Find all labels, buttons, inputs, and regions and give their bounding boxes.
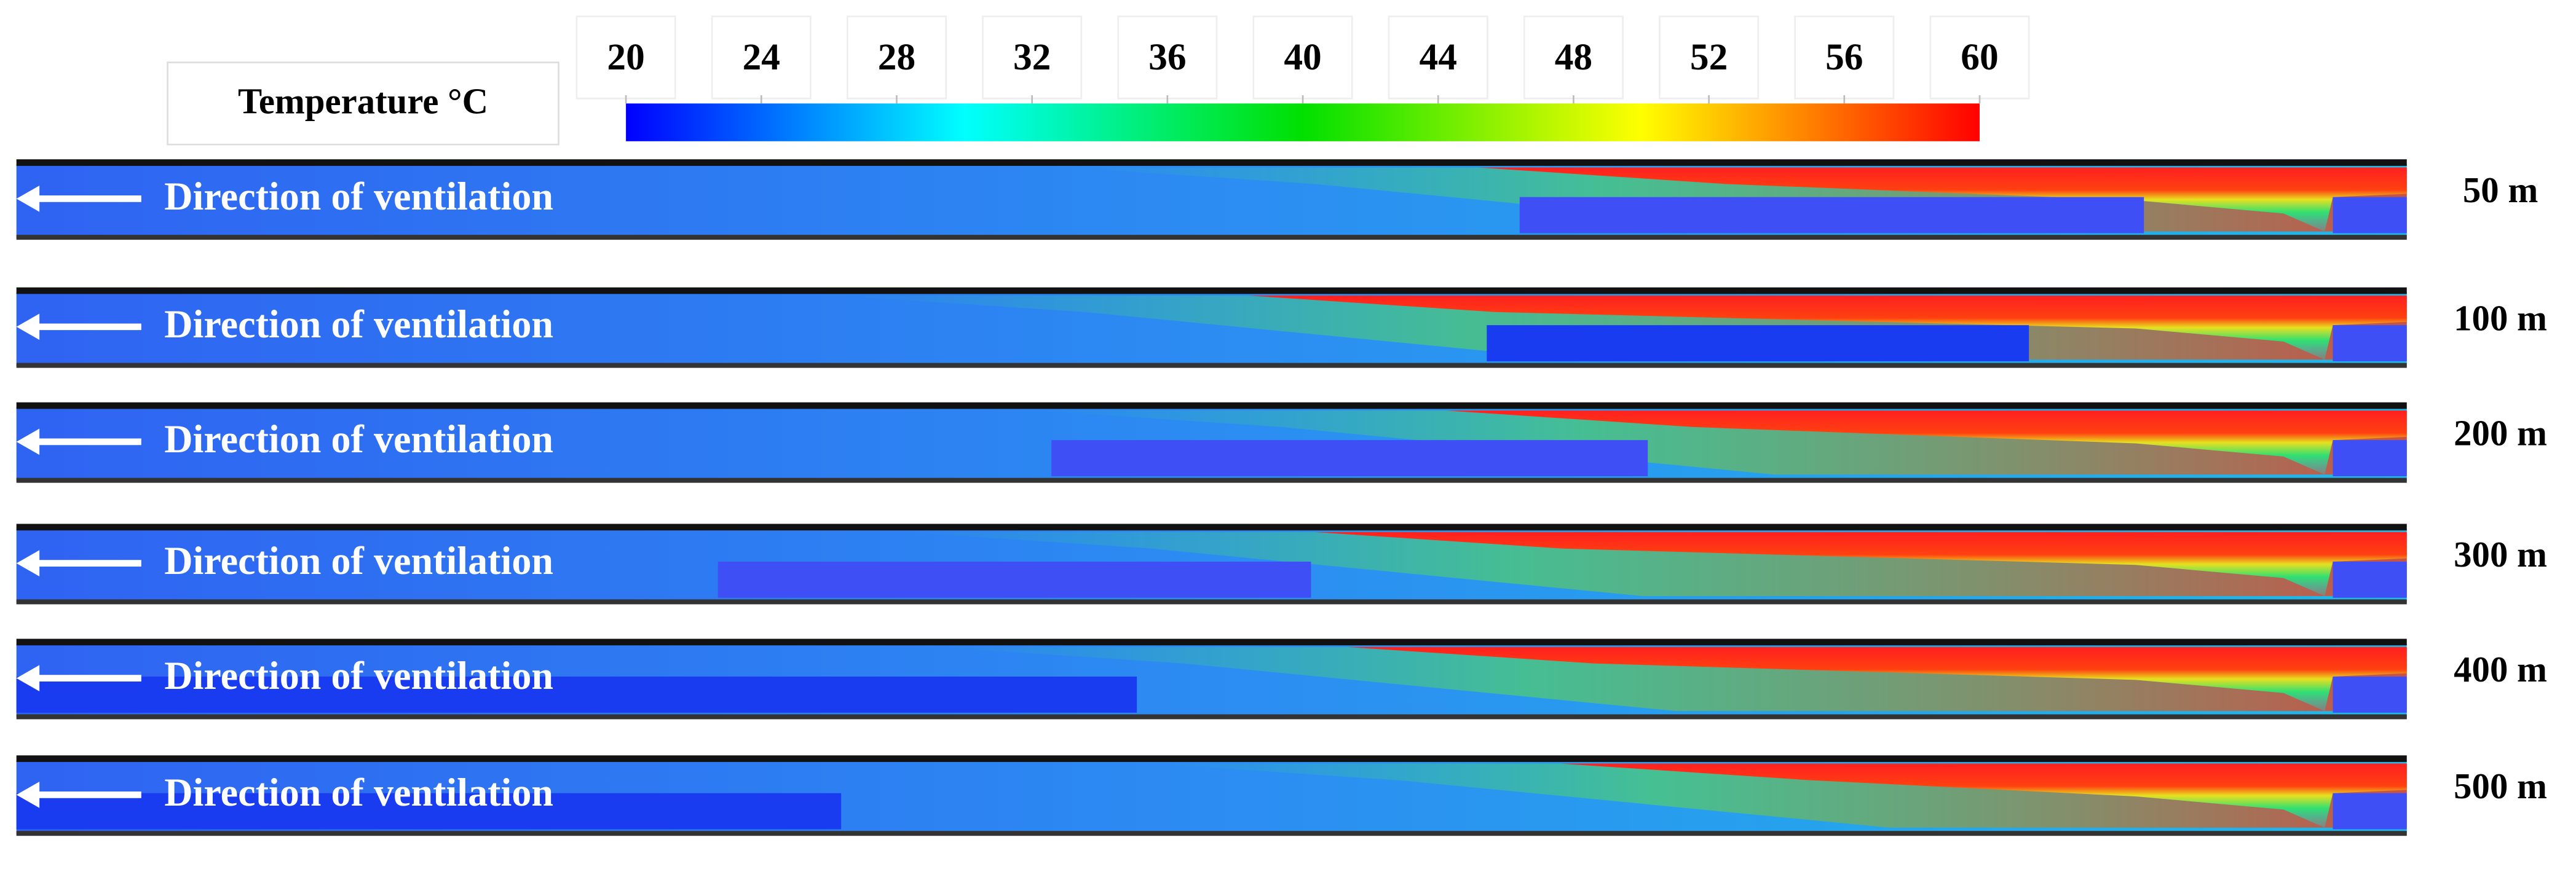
tick-label: 20 (607, 36, 644, 78)
wall-bottom (16, 363, 2407, 368)
panel-label: 500 m (2454, 766, 2547, 806)
wall-top (16, 402, 2407, 409)
tick-label: 44 (1420, 36, 1457, 78)
tick-label: 60 (1961, 36, 1998, 78)
outlet-block (2333, 325, 2407, 361)
wall-top (16, 159, 2407, 166)
wall-top (16, 755, 2407, 762)
arrow-head (16, 428, 40, 455)
tick-label: 40 (1284, 36, 1321, 78)
tick-label: 56 (1825, 36, 1863, 78)
contour-panel: Direction of ventilation (16, 287, 2407, 368)
contour-panel: Direction of ventilation (16, 159, 2407, 240)
cold-block (16, 793, 842, 830)
tick-box (846, 15, 947, 100)
hot-layer (1560, 763, 2407, 828)
tick-label: 32 (1013, 36, 1051, 78)
direction-label: Direction of ventilation (164, 654, 553, 697)
hot-layer (1445, 410, 2407, 475)
outlet-block (2333, 561, 2407, 598)
cold-block (16, 676, 1137, 713)
legend-title: Temperature °C (238, 82, 488, 122)
tick-label: 48 (1555, 36, 1592, 78)
panel-label: 100 m (2454, 298, 2547, 338)
outlet-block (2333, 197, 2407, 234)
arrow-head (16, 550, 40, 576)
tick-box (1117, 15, 1218, 100)
arrow-head (16, 185, 40, 212)
hot-layer (1248, 296, 2407, 360)
wall-bottom (16, 714, 2407, 720)
cold-block (1051, 440, 1648, 476)
cold-block (717, 561, 1311, 598)
wall-bottom (16, 599, 2407, 605)
outlet-block (2333, 440, 2407, 476)
contour-panel: Direction of ventilation (16, 638, 2407, 720)
direction-label: Direction of ventilation (164, 417, 553, 461)
tick-box (1388, 15, 1488, 100)
arrow-head (16, 313, 40, 340)
wall-top (16, 524, 2407, 531)
panel-label: 50 m (2463, 170, 2538, 210)
tick-label: 36 (1148, 36, 1186, 78)
arrow-head (16, 665, 40, 692)
tick-box (1659, 15, 1760, 100)
direction-label: Direction of ventilation (164, 175, 553, 218)
outlet-block (2333, 793, 2407, 830)
contour-panel: Direction of ventilation (16, 755, 2407, 836)
hot-layer (1478, 167, 2407, 232)
panel-label: 400 m (2454, 650, 2547, 689)
legend-box (167, 61, 559, 146)
colorbar (626, 103, 1980, 141)
outlet-block (2333, 676, 2407, 713)
tick-box (1929, 15, 2030, 100)
tick-box (575, 15, 676, 100)
cold-block (1519, 197, 2144, 234)
panel-label: 300 m (2454, 535, 2547, 575)
wall-bottom (16, 477, 2407, 483)
contour-panel: Direction of ventilation (16, 402, 2407, 483)
wall-top (16, 638, 2407, 646)
direction-label: Direction of ventilation (164, 539, 553, 583)
panel-label: 200 m (2454, 413, 2547, 453)
contour-panel: Direction of ventilation (16, 524, 2407, 605)
tick-label: 52 (1690, 36, 1728, 78)
tick-box (1794, 15, 1895, 100)
wall-bottom (16, 831, 2407, 836)
wall-top (16, 287, 2407, 294)
direction-label: Direction of ventilation (164, 302, 553, 346)
wall-bottom (16, 235, 2407, 240)
direction-label: Direction of ventilation (164, 771, 553, 814)
cold-block (1487, 325, 2029, 361)
arrow-head (16, 781, 40, 808)
tick-box (1252, 15, 1353, 100)
hot-layer (1314, 532, 2407, 597)
tick-label: 28 (878, 36, 915, 78)
hot-layer (1347, 646, 2407, 712)
tick-label: 24 (743, 36, 780, 78)
